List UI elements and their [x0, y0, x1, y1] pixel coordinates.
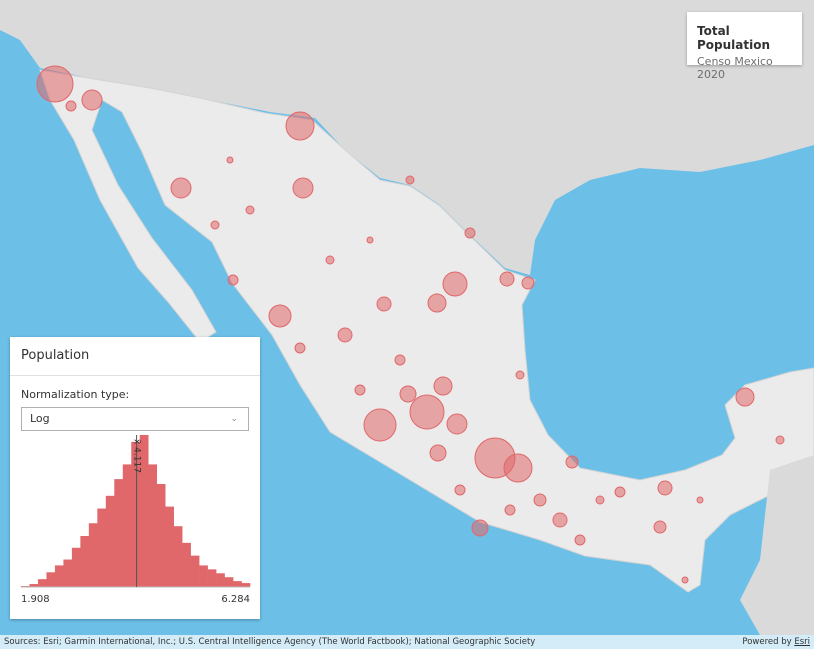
legend-subtitle: Censo Mexico 2020	[697, 55, 773, 81]
histogram-bar	[165, 506, 174, 587]
mexico-land	[39, 69, 814, 593]
histogram-bar	[190, 555, 200, 587]
histogram-bar	[139, 435, 149, 587]
select-value: Log	[30, 412, 50, 425]
histogram-bar	[156, 484, 166, 587]
histogram: x̄ 4.117 1.908 6.284	[21, 435, 251, 605]
histogram-bar	[54, 565, 64, 587]
histogram-bar	[148, 464, 158, 587]
histogram-bar	[241, 583, 251, 587]
mean-label: x̄ 4.117	[132, 439, 142, 473]
us-land	[0, 0, 814, 275]
histogram-bar	[29, 584, 39, 587]
histogram-bar	[199, 565, 208, 587]
legend-card: Total Population Censo Mexico 2020	[687, 12, 802, 81]
histogram-bar	[224, 577, 234, 587]
attribution-bar: Sources: Esri; Garmin International, Inc…	[0, 635, 814, 649]
min-label: 1.908	[21, 594, 50, 605]
max-label: 6.284	[221, 594, 250, 605]
histogram-bar	[71, 547, 81, 587]
histogram-bar	[80, 536, 90, 587]
histogram-bar	[216, 573, 225, 587]
histogram-bar	[37, 579, 47, 587]
histogram-bar	[173, 526, 183, 587]
histogram-bar	[122, 464, 132, 587]
histogram-bar	[114, 479, 124, 587]
histogram-bar	[233, 581, 242, 587]
histogram-panel: Population Normalization type: Log ⌄ x̄ 4…	[10, 337, 260, 619]
histogram-bar	[88, 523, 98, 587]
panel-title: Population	[10, 337, 260, 376]
histogram-bar	[207, 569, 217, 587]
histogram-bar	[97, 508, 107, 587]
attribution-text: Sources: Esri; Garmin International, Inc…	[4, 637, 536, 647]
histogram-bar	[182, 542, 191, 587]
field-label: Normalization type:	[21, 388, 130, 401]
normalization-select[interactable]: Log ⌄	[21, 407, 249, 431]
population-circles	[36, 65, 785, 584]
histogram-bar	[131, 441, 141, 587]
powered-by: Powered by Esri	[742, 635, 810, 649]
basemap	[0, 0, 814, 635]
powered-by-text: Powered by	[742, 637, 792, 647]
histogram-bar	[105, 495, 115, 587]
histogram-bar	[46, 572, 56, 587]
esri-link[interactable]: Esri	[794, 637, 810, 647]
histogram-bar	[63, 559, 73, 587]
cuba	[740, 455, 814, 635]
legend-title: Total Population	[697, 24, 771, 52]
chevron: ⌄	[230, 414, 238, 424]
